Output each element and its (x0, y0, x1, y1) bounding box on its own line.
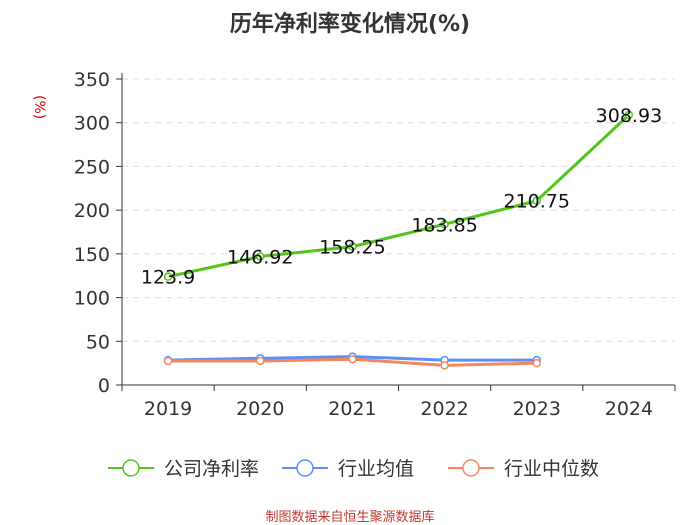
legend-marker (462, 459, 480, 477)
x-tick-label: 2019 (144, 398, 192, 420)
series-point-2 (348, 354, 357, 364)
y-tick-label: 100 (74, 288, 110, 310)
series-point-0 (532, 196, 541, 205)
chart-title: 历年净利率变化情况(%) (229, 12, 471, 37)
series-point-2 (532, 358, 541, 368)
series-point-0 (624, 110, 634, 120)
series-point-2 (440, 361, 449, 370)
series-point-0 (348, 242, 357, 251)
data-source-note: 制图数据来自恒生聚源数据库 (265, 510, 435, 525)
x-tick-label: 2024 (605, 398, 653, 420)
y-tick-label: 350 (74, 69, 110, 91)
y-tick-label: 0 (98, 375, 110, 397)
y-tick-label: 300 (74, 113, 110, 135)
data-label: 123.9 (141, 267, 195, 289)
y-tick-label: 200 (74, 200, 110, 222)
legend-marker (122, 459, 140, 477)
data-label: 183.85 (411, 214, 477, 236)
series-point-0 (256, 252, 265, 261)
legend-marker (296, 459, 314, 477)
series-point-0 (440, 220, 449, 229)
legend-label: 行业中位数 (504, 458, 599, 480)
y-tick-label: 250 (74, 156, 110, 178)
x-tick-label: 2022 (420, 398, 468, 420)
data-label: 146.92 (227, 247, 293, 269)
x-tick-label: 2023 (513, 398, 561, 420)
series-point-2 (256, 356, 265, 366)
x-tick-label: 2021 (328, 398, 376, 420)
data-label: 158.25 (319, 237, 385, 259)
series-line-0 (167, 113, 630, 279)
data-label: 210.75 (504, 191, 570, 213)
series-point-0 (163, 272, 173, 281)
legend-label: 行业均值 (338, 458, 414, 480)
data-label: 308.93 (596, 105, 662, 127)
y-tick-label: 150 (74, 244, 110, 266)
legend-label: 公司净利率 (164, 458, 259, 480)
series-point-2 (163, 356, 173, 366)
y-tick-label: 50 (86, 331, 110, 353)
x-tick-label: 2020 (236, 398, 284, 420)
